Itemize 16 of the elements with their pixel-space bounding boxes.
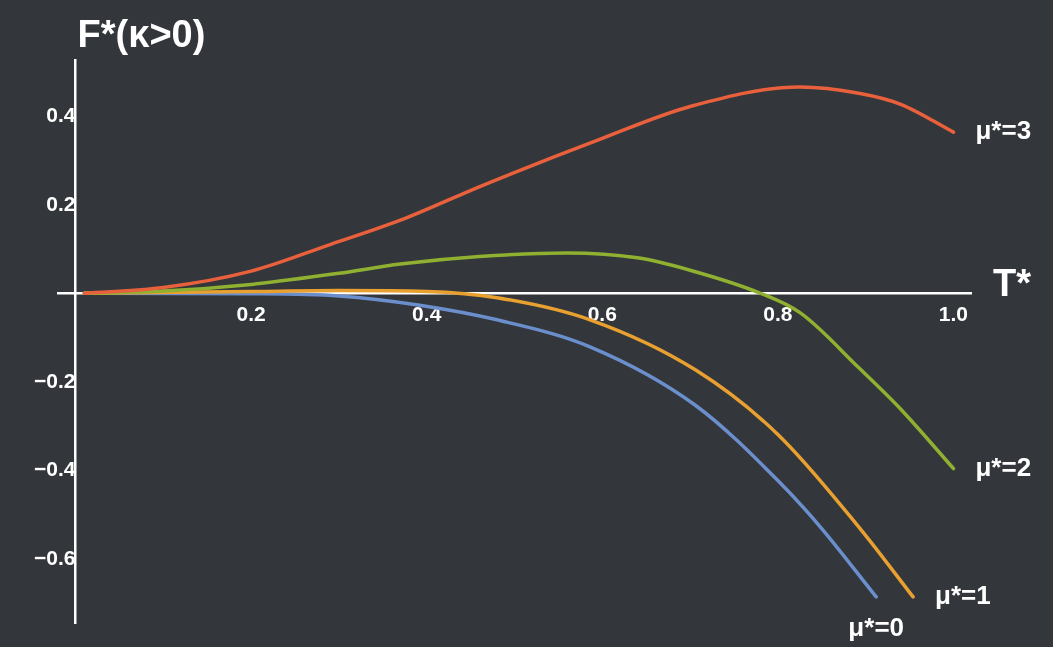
series-label: μ*=2 [975,451,1032,482]
series-label: μ*=3 [975,115,1032,146]
x-tick-label: 0.8 [763,301,793,325]
y-axis-title: F*(κ>0) [77,13,206,56]
series-label: μ*=0 [848,612,905,643]
x-tick-label: 1.0 [938,301,969,325]
y-tick-label: −0.6 [34,545,76,569]
y-tick-label: 0.4 [46,103,76,127]
series-label: μ*=1 [935,580,991,611]
x-tick-label: 0.2 [236,301,266,325]
x-axis-title: T* [993,261,1032,304]
y-tick-label: 0.2 [46,191,76,215]
y-tick-label: −0.4 [34,457,76,481]
y-tick-label: −0.2 [34,368,76,392]
x-tick-label: 0.6 [587,301,617,325]
line-series [82,85,956,296]
